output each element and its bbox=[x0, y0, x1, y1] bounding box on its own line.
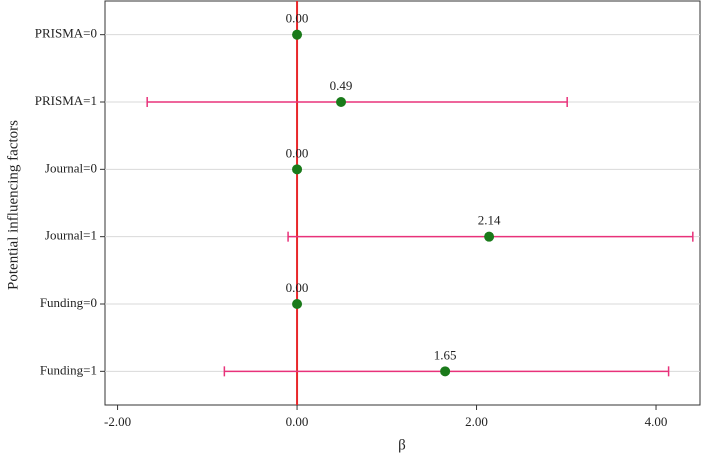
y-axis-title: Potential influencing factors bbox=[5, 120, 21, 290]
y-tick-label: Funding=0 bbox=[40, 295, 97, 310]
point bbox=[292, 299, 303, 309]
point bbox=[336, 97, 347, 107]
x-tick-label: -2.00 bbox=[104, 414, 131, 429]
value-label: 0.00 bbox=[286, 11, 309, 26]
y-tick-label: PRISMA=1 bbox=[35, 93, 97, 108]
value-label: 0.49 bbox=[330, 78, 353, 93]
value-label: 0.00 bbox=[286, 280, 309, 295]
point bbox=[440, 366, 451, 377]
y-tick-label: Journal=1 bbox=[45, 228, 97, 243]
x-tick-label: 2.00 bbox=[465, 414, 488, 429]
value-label: 0.00 bbox=[286, 145, 309, 160]
value-label: 2.14 bbox=[478, 213, 501, 228]
plot-frame bbox=[104, 0, 701, 406]
point bbox=[292, 164, 303, 175]
value-label: 1.65 bbox=[434, 347, 457, 362]
x-tick-label: 4.00 bbox=[645, 414, 668, 429]
y-tick-label: Funding=1 bbox=[40, 362, 97, 377]
y-tick-label: PRISMA=0 bbox=[35, 26, 97, 41]
point bbox=[292, 29, 303, 40]
y-tick-label: Journal=0 bbox=[45, 160, 97, 175]
point bbox=[484, 231, 495, 242]
x-axis-title: β bbox=[398, 437, 406, 453]
x-tick-label: 0.00 bbox=[286, 414, 309, 429]
